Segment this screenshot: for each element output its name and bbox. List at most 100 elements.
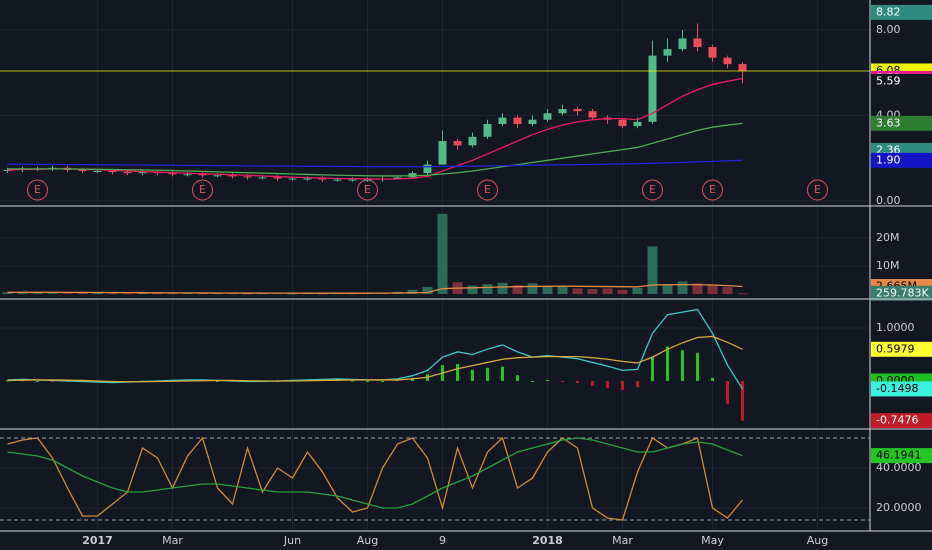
bar <box>422 286 433 294</box>
bar <box>407 289 418 294</box>
candle-body <box>138 172 147 174</box>
bar <box>36 380 39 382</box>
candle-body <box>648 55 657 122</box>
bar <box>651 357 654 381</box>
bar <box>542 286 553 294</box>
earnings-label: E <box>199 183 206 196</box>
bar <box>606 380 609 388</box>
earnings-label: E <box>364 183 371 196</box>
candle-body <box>468 136 477 146</box>
bar <box>621 380 624 390</box>
candle-body <box>273 177 282 179</box>
candle-body <box>558 109 567 114</box>
bar <box>437 213 448 294</box>
earnings-label: E <box>814 183 821 196</box>
price-badge-label: 5.59 <box>876 74 901 87</box>
price-badge <box>871 413 932 429</box>
bar <box>696 352 699 381</box>
bar <box>707 285 718 294</box>
bar <box>527 283 538 294</box>
price-badge-label: -0.1498 <box>876 382 918 395</box>
candle-body <box>498 117 507 124</box>
bar <box>516 375 519 381</box>
bar <box>726 380 729 404</box>
bar <box>92 292 103 294</box>
price-badge <box>871 285 932 301</box>
bar <box>242 293 253 295</box>
earnings-marker <box>27 179 48 201</box>
pane: 0.004.008.00EEEEEEE8.826.085.735.593.632… <box>0 4 932 207</box>
candle-body <box>288 178 297 180</box>
x-tick-label: May <box>701 534 724 547</box>
candle-body <box>723 57 732 65</box>
candle-body <box>3 169 12 172</box>
price-badge <box>871 341 932 357</box>
candle-body <box>168 173 177 175</box>
price-badge-label: 8.82 <box>876 5 901 18</box>
candle-body <box>678 38 687 50</box>
candle-body <box>393 177 402 179</box>
earnings-label: E <box>34 183 41 196</box>
bar <box>576 380 579 384</box>
candle-body <box>213 175 222 177</box>
bar <box>2 292 13 294</box>
line <box>7 335 743 383</box>
price-badge-label: 0.5979 <box>876 342 915 355</box>
candle-body <box>528 119 537 124</box>
bar <box>107 292 118 294</box>
bar <box>287 293 298 295</box>
x-tick-label: 2017 <box>82 534 113 547</box>
candle-body <box>93 171 102 173</box>
x-tick-label: 2018 <box>532 534 563 547</box>
bar <box>617 289 628 294</box>
line <box>7 159 743 168</box>
bar <box>557 286 568 294</box>
candle-body <box>78 169 87 172</box>
candle-body <box>663 49 672 56</box>
candle-body <box>363 179 372 181</box>
y-tick-label: 10M <box>876 259 900 272</box>
price-badge <box>871 152 932 168</box>
line <box>7 77 743 180</box>
bar <box>602 288 613 294</box>
candle-body <box>228 175 237 177</box>
candle-body <box>513 117 522 124</box>
bar <box>62 292 73 294</box>
bar <box>741 380 744 421</box>
candle-body <box>333 179 342 181</box>
bar <box>561 380 564 382</box>
candle-body <box>453 141 462 146</box>
x-tick-label: Mar <box>612 534 633 547</box>
bar <box>591 380 594 386</box>
candle-body <box>123 172 132 174</box>
candle-body <box>198 174 207 176</box>
candle-body <box>633 121 642 127</box>
bar <box>32 292 43 294</box>
bar <box>632 287 643 294</box>
price-badge <box>871 381 932 397</box>
bar <box>51 380 54 382</box>
bar <box>366 380 369 382</box>
bar <box>647 246 658 294</box>
bar <box>212 293 223 295</box>
price-badge <box>871 73 932 89</box>
bar <box>737 293 748 295</box>
bar <box>711 377 714 381</box>
line <box>7 122 743 177</box>
bar <box>512 285 523 294</box>
earnings-marker <box>477 179 498 201</box>
y-tick-label: 8.00 <box>876 23 901 36</box>
earnings-label: E <box>484 183 491 196</box>
candle-body <box>108 171 117 173</box>
candle-body <box>183 174 192 176</box>
bar <box>546 379 549 381</box>
bar <box>482 284 493 294</box>
y-tick-label: 0.00 <box>876 194 901 207</box>
earnings-marker <box>192 179 213 201</box>
candle-body <box>708 47 717 58</box>
